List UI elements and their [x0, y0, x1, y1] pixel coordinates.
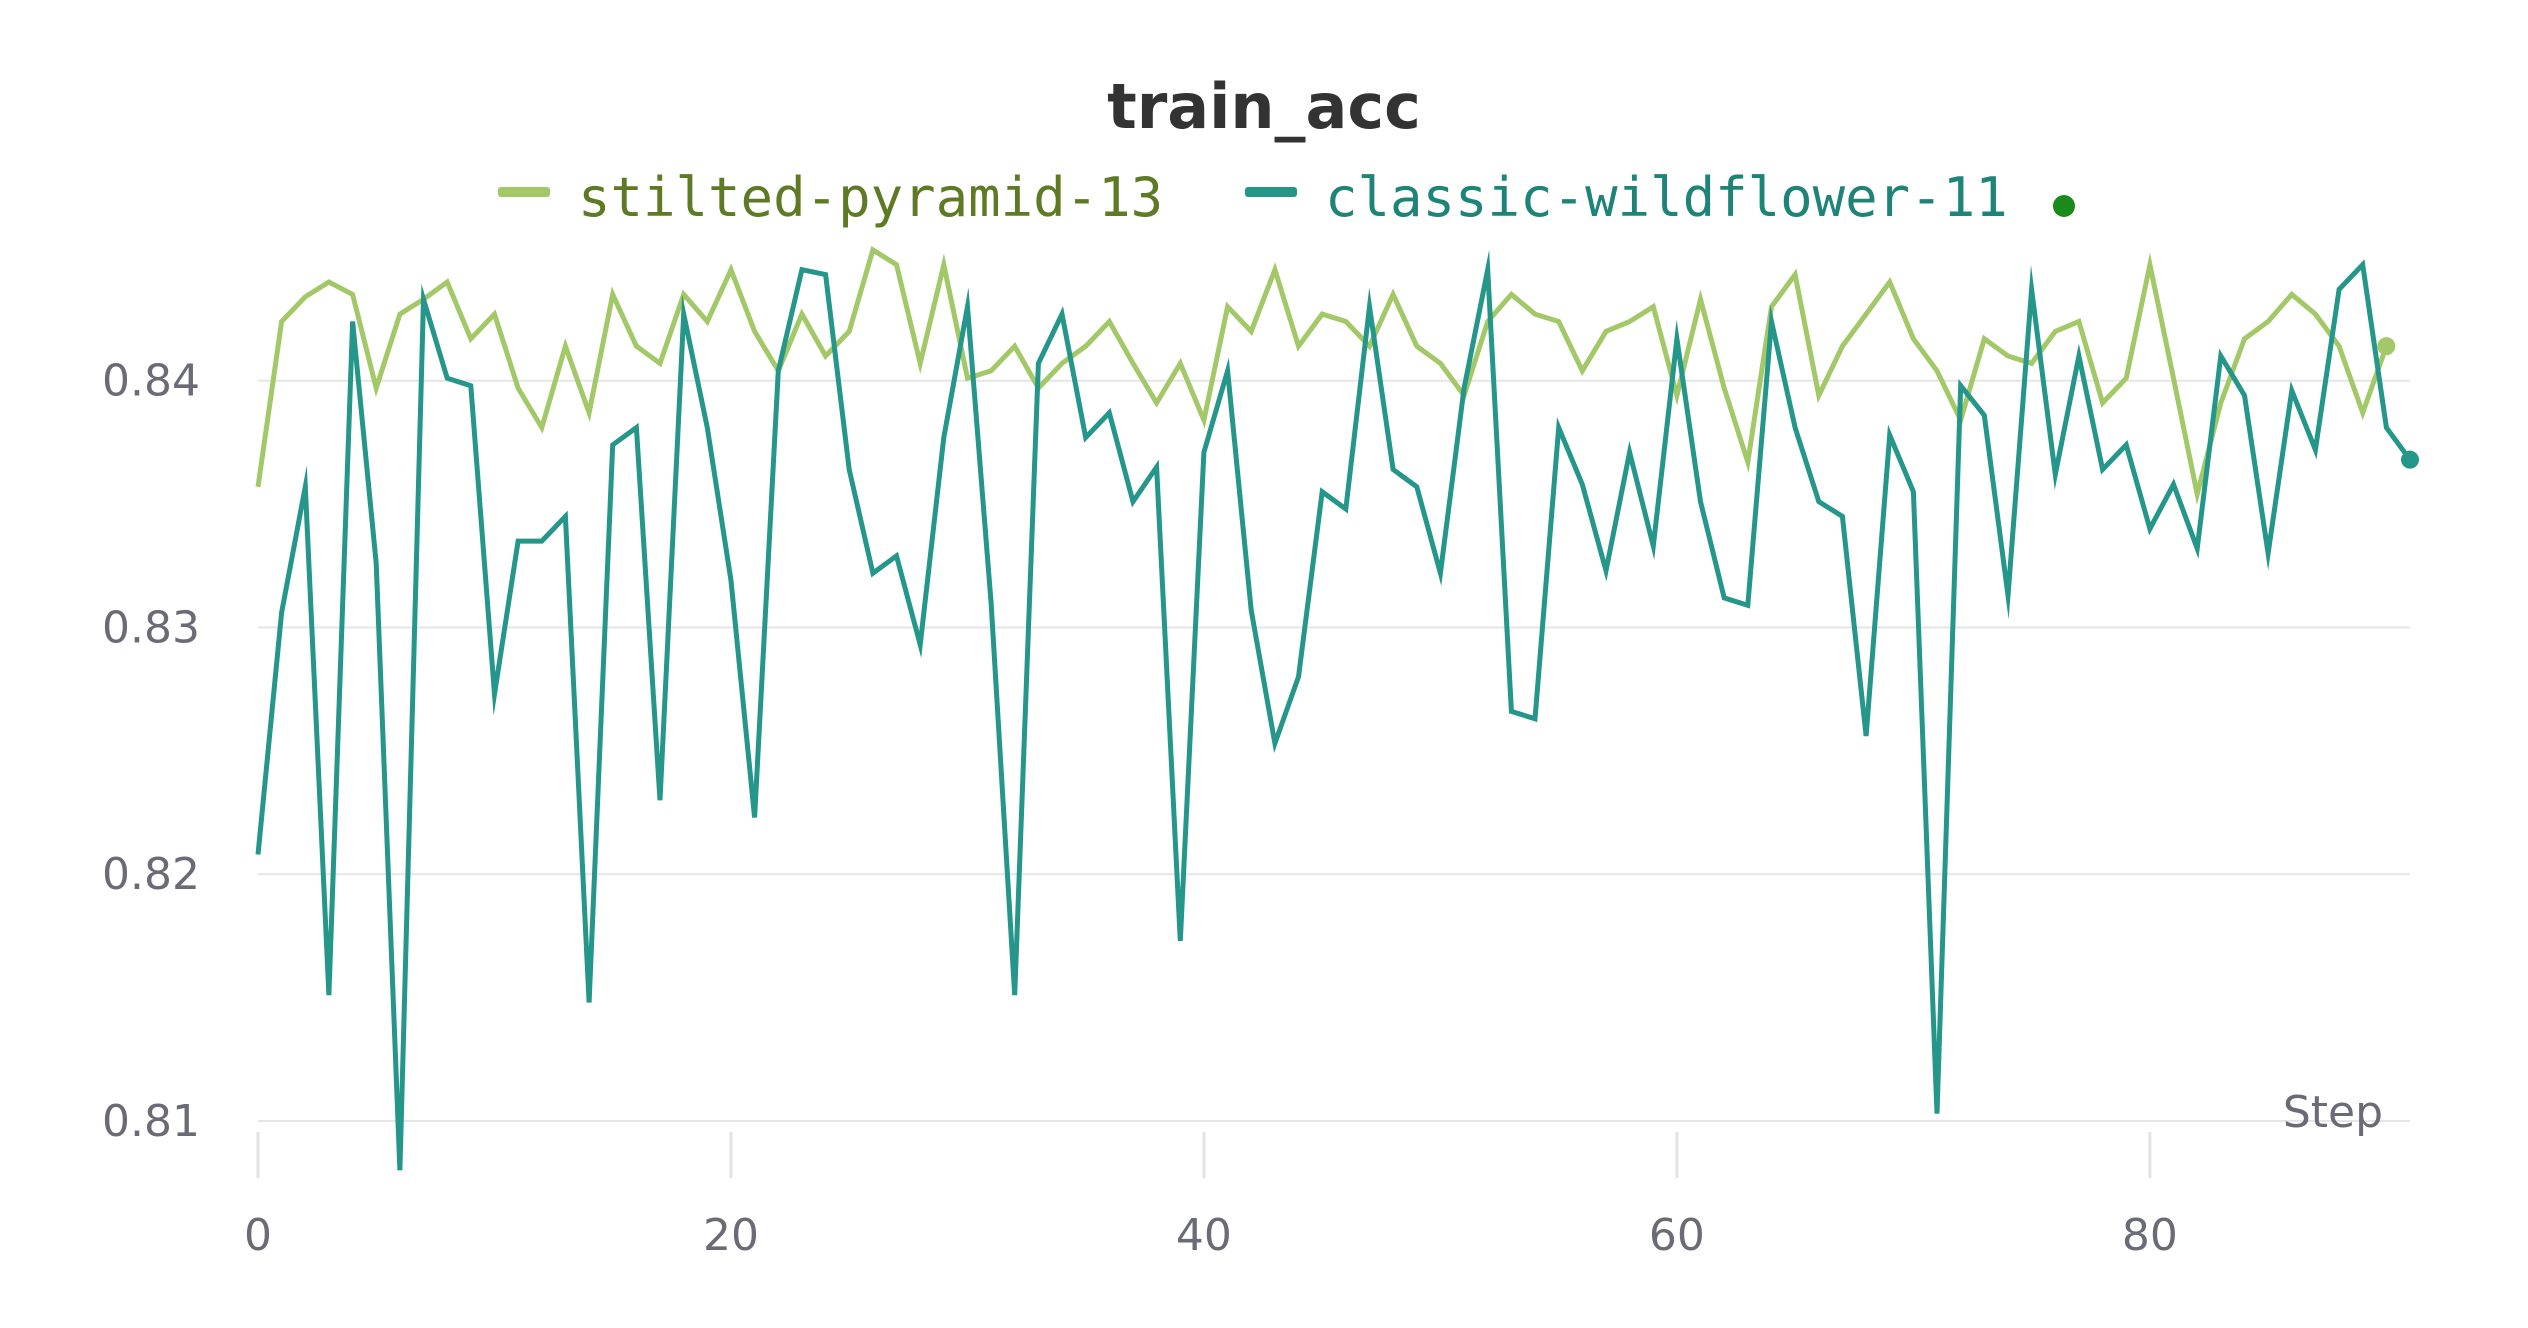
y-tick-label: 0.81 — [102, 1096, 200, 1147]
x-tick-label: 40 — [1176, 1210, 1232, 1261]
legend-item-stilted-pyramid-13[interactable]: stilted-pyramid-13 — [498, 166, 1163, 229]
legend-item-classic-wildflower-11[interactable]: classic-wildflower-11 — [1245, 166, 2008, 229]
series-lines — [255, 246, 2419, 1171]
chart-title: train_acc — [1107, 70, 1421, 143]
y-tick-label: 0.82 — [102, 849, 200, 900]
legend-swatch — [1245, 187, 1297, 197]
x-axis-label: Step — [2283, 1087, 2383, 1138]
legend-swatch — [498, 187, 550, 197]
series-line-stilted-pyramid-13 — [255, 246, 2389, 506]
x-tick-label: 0 — [244, 1210, 272, 1261]
y-tick-label: 0.83 — [102, 602, 200, 653]
legend-label: stilted-pyramid-13 — [578, 166, 1163, 229]
x-tick-label: 80 — [2122, 1210, 2178, 1261]
series-endpoint-stilted-pyramid-13 — [2377, 337, 2396, 356]
grid-lines — [258, 379, 2410, 1122]
legend[interactable]: stilted-pyramid-13 classic-wildflower-11 — [498, 166, 2075, 229]
x-tick-label: 20 — [703, 1210, 759, 1261]
series-endpoint-classic-wildflower-11 — [2401, 450, 2419, 469]
series-line-classic-wildflower-11 — [255, 249, 2413, 1171]
x-axis: 0 20 40 60 80 — [244, 1132, 2178, 1261]
legend-label: classic-wildflower-11 — [1325, 166, 2008, 229]
legend-status-dot-icon — [2053, 195, 2075, 217]
y-axis: 0.81 0.82 0.83 0.84 — [102, 356, 200, 1147]
y-tick-label: 0.84 — [102, 356, 200, 407]
x-tick-label: 60 — [1649, 1210, 1705, 1261]
